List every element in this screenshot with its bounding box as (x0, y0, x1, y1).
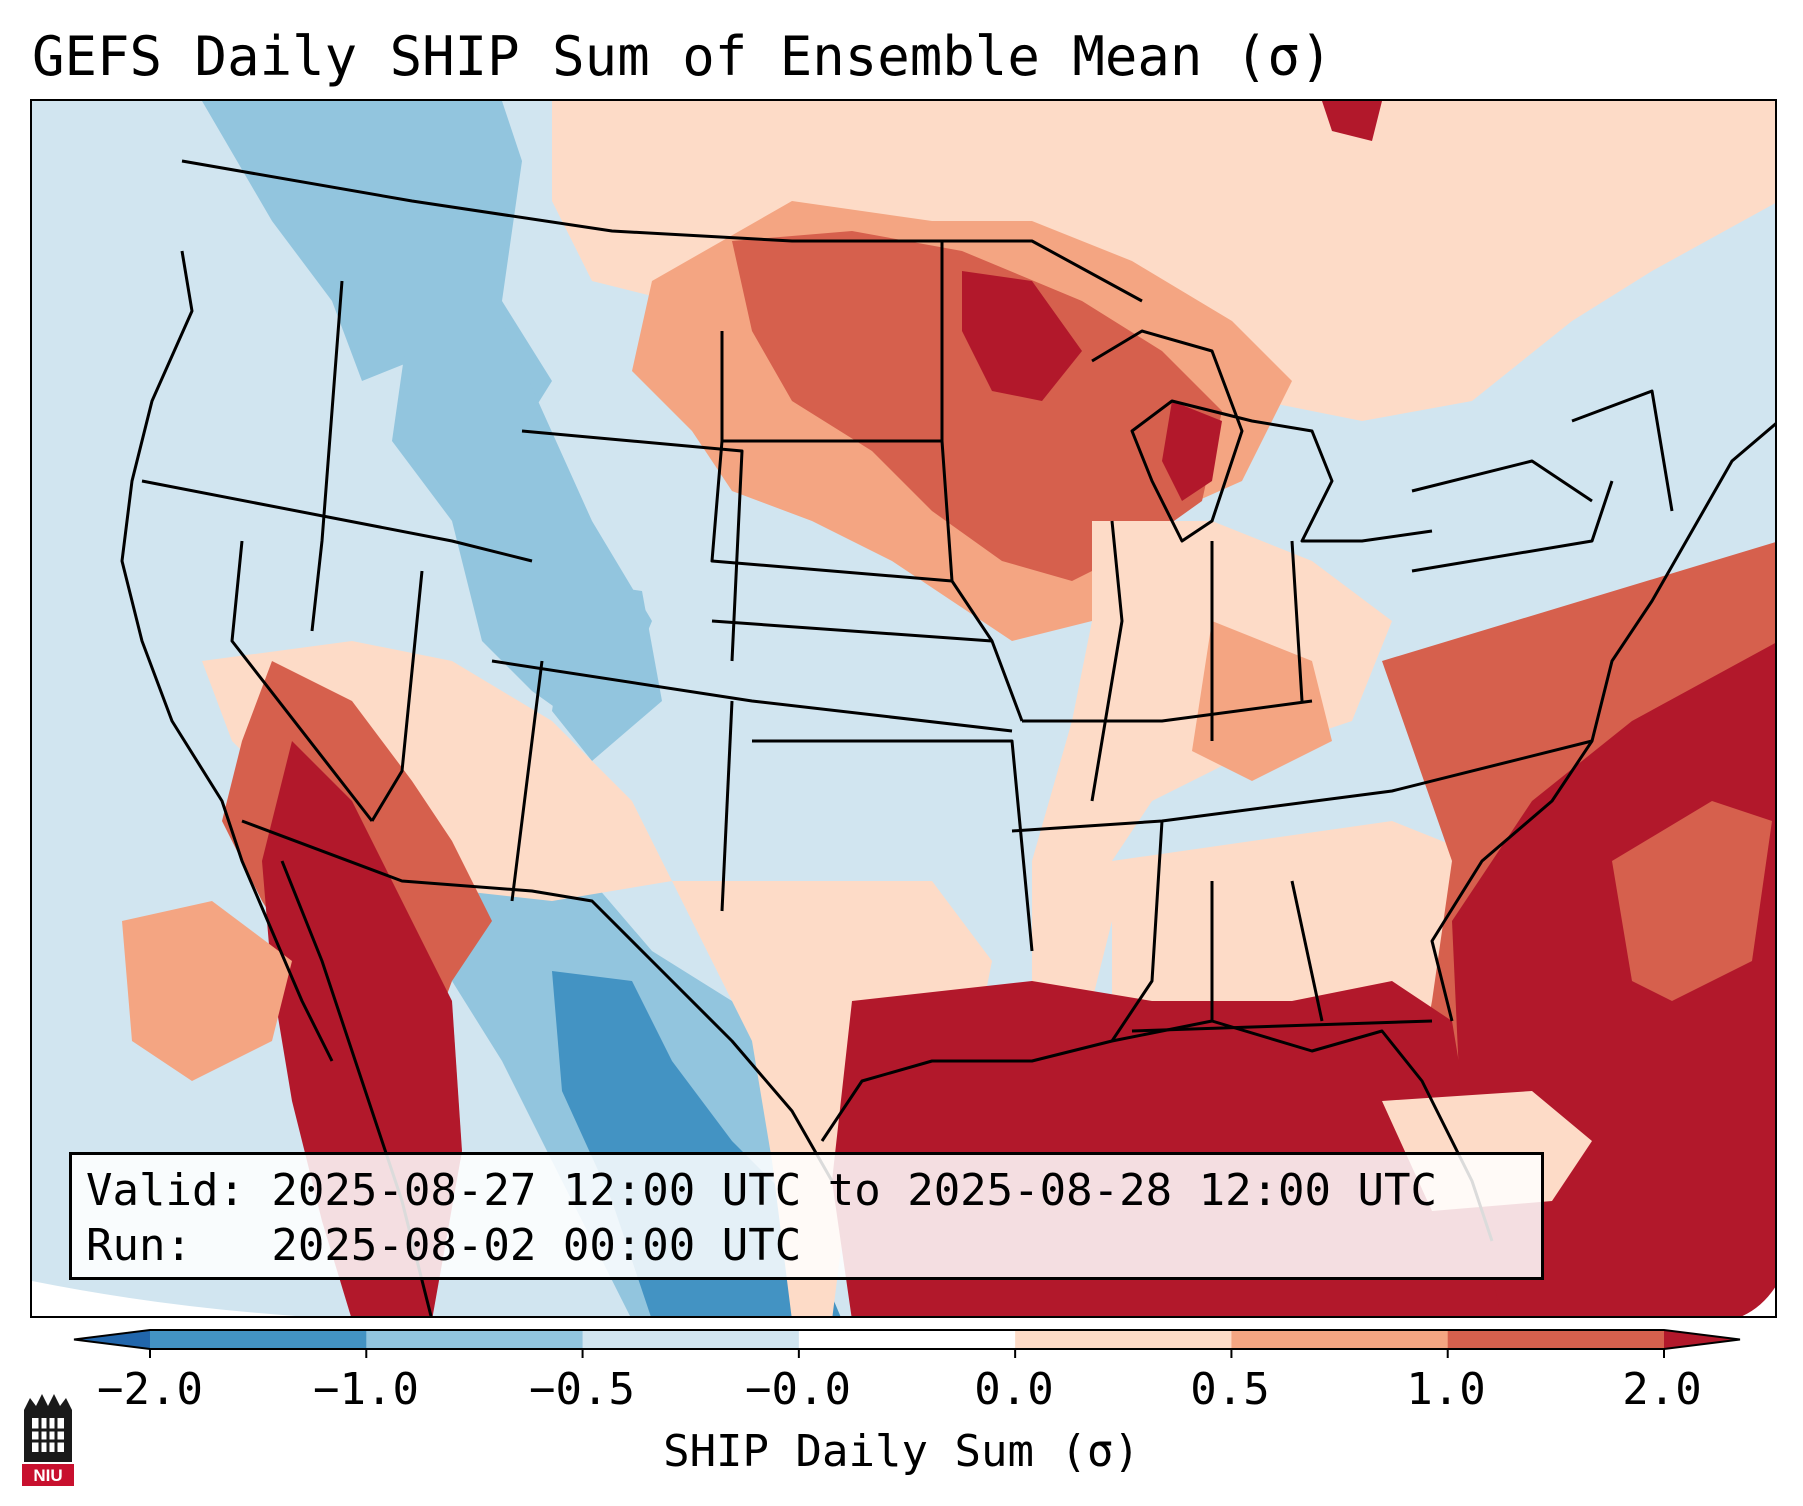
colorbar-segment (366, 1330, 584, 1349)
niu-logo: NIU (22, 1394, 74, 1486)
state-line-plains-5 (940, 241, 994, 642)
state-line-west-3 (230, 540, 374, 822)
state-line-mountain-2 (491, 659, 1013, 733)
valid-time-box: Valid: 2025-08-27 12:00 UTC to 2025-08-2… (69, 1152, 1544, 1280)
colorbar-label: SHIP Daily Sum (σ) (663, 1426, 1140, 1477)
projection-edge-right (1742, 1287, 1775, 1316)
map-panel: Valid: 2025-08-27 12:00 UTC to 2025-08-2… (30, 99, 1777, 1318)
colorbar-segment (582, 1330, 800, 1349)
region-southern-rockies (552, 581, 662, 761)
region-upper-midwest-core (962, 271, 1082, 401)
region-baja-offshore (122, 901, 292, 1081)
colorbar-tick-label: −2.0 (97, 1364, 203, 1415)
colorbar (73, 1329, 1741, 1358)
state-line-midwest-3 (1090, 520, 1124, 802)
colorbar-segment (1231, 1330, 1449, 1349)
ship-anomaly-map (32, 101, 1775, 1316)
state-line-southeast-1 (1110, 820, 1164, 1042)
valid-time-text: Valid: 2025-08-27 12:00 UTC to 2025-08-2… (86, 1165, 1438, 1216)
colorbar-tick-label: 2.0 (1622, 1364, 1702, 1415)
state-line-west-1 (141, 479, 533, 563)
boundary-lines (120, 159, 1775, 1316)
state-line-mountain-3 (510, 660, 544, 902)
state-line-northeast-1 (1411, 459, 1593, 503)
state-line-midwest-5 (1290, 540, 1304, 702)
pacific-coastline (120, 250, 334, 1062)
great-lakes (1091, 329, 1433, 543)
colorbar-segment (150, 1330, 367, 1349)
mexico-border (241, 819, 834, 1182)
colorbar-tick-label: −0.0 (745, 1364, 851, 1415)
region-hudson-bay (1322, 101, 1382, 141)
state-line-west-4 (370, 570, 424, 822)
atlantic-coastline (1430, 422, 1775, 1022)
state-line-midwest-1 (1022, 699, 1313, 723)
region-atlantic-interior (1612, 801, 1772, 1001)
state-line-midwest-2 (1011, 739, 1593, 833)
region-texas-east (672, 881, 992, 1316)
map-title: GEFS Daily SHIP Sum of Ensemble Mean (σ) (32, 25, 1333, 88)
projection-edge (32, 1281, 296, 1316)
state-line-southeast-4 (1131, 1019, 1433, 1033)
region-minnesota-core (1162, 401, 1222, 501)
region-upper-midwest (732, 231, 1222, 581)
colorbar-tick-label: −0.5 (529, 1364, 635, 1415)
state-line-west-2 (310, 280, 344, 632)
state-line-northeast-2 (1411, 480, 1614, 573)
state-line-northeast-3 (1571, 389, 1674, 512)
state-line-southeast-3 (1290, 880, 1324, 1022)
run-time-text: Run: 2025-08-02 00:00 UTC (86, 1220, 802, 1271)
colorbar-extend-low (74, 1330, 150, 1349)
colorbar-tick-label: −1.0 (313, 1364, 419, 1415)
colorbar-tick-label: 0.5 (1190, 1364, 1270, 1415)
region-canada-positive (552, 101, 1775, 421)
state-line-mountain-4 (720, 700, 734, 912)
logo-text: NIU (33, 1466, 62, 1485)
canada-border (181, 159, 1143, 303)
colorbar-segment (1015, 1330, 1232, 1349)
colorbar-tick-label: 0.0 (974, 1364, 1054, 1415)
region-kentucky (1192, 621, 1332, 781)
colorbar-segment (798, 1330, 1016, 1349)
colorbar-segment (1447, 1330, 1665, 1349)
state-line-plains-2 (710, 440, 953, 583)
state-line-plains-4 (752, 739, 1034, 952)
state-line-mountain-1 (521, 429, 744, 662)
colorbar-extend-high (1664, 1330, 1740, 1349)
colorbar-tick-label: 1.0 (1406, 1364, 1486, 1415)
